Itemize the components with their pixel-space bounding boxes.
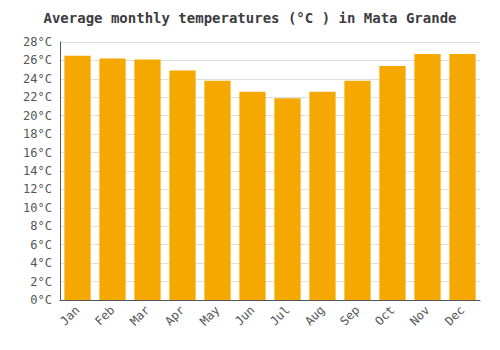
svg-text:20°C: 20°C — [23, 109, 52, 123]
svg-text:12°C: 12°C — [23, 182, 52, 196]
svg-text:14°C: 14°C — [23, 164, 52, 178]
svg-text:Sep: Sep — [337, 303, 362, 328]
svg-text:2°C: 2°C — [30, 275, 52, 289]
svg-text:Dec: Dec — [442, 303, 467, 328]
svg-text:22°C: 22°C — [23, 90, 52, 104]
svg-text:Jun: Jun — [232, 303, 257, 328]
svg-text:24°C: 24°C — [23, 72, 52, 86]
svg-text:May: May — [197, 303, 222, 328]
svg-text:6°C: 6°C — [30, 238, 52, 252]
svg-text:Average monthly temperatures (: Average monthly temperatures (°C ) in Ma… — [43, 10, 456, 26]
svg-text:26°C: 26°C — [23, 53, 52, 67]
svg-text:16°C: 16°C — [23, 146, 52, 160]
svg-text:Jul: Jul — [267, 303, 292, 328]
svg-text:Jan: Jan — [57, 303, 82, 328]
svg-text:Aug: Aug — [302, 303, 327, 328]
svg-text:10°C: 10°C — [23, 201, 52, 215]
svg-text:8°C: 8°C — [30, 219, 52, 233]
svg-text:0°C: 0°C — [30, 293, 52, 307]
svg-text:Feb: Feb — [92, 303, 117, 328]
svg-text:Oct: Oct — [372, 303, 397, 328]
svg-text:Apr: Apr — [162, 303, 187, 328]
svg-text:Mar: Mar — [127, 303, 152, 328]
svg-text:4°C: 4°C — [30, 256, 52, 270]
svg-text:Nov: Nov — [407, 303, 432, 328]
svg-text:18°C: 18°C — [23, 127, 52, 141]
svg-text:28°C: 28°C — [23, 35, 52, 49]
